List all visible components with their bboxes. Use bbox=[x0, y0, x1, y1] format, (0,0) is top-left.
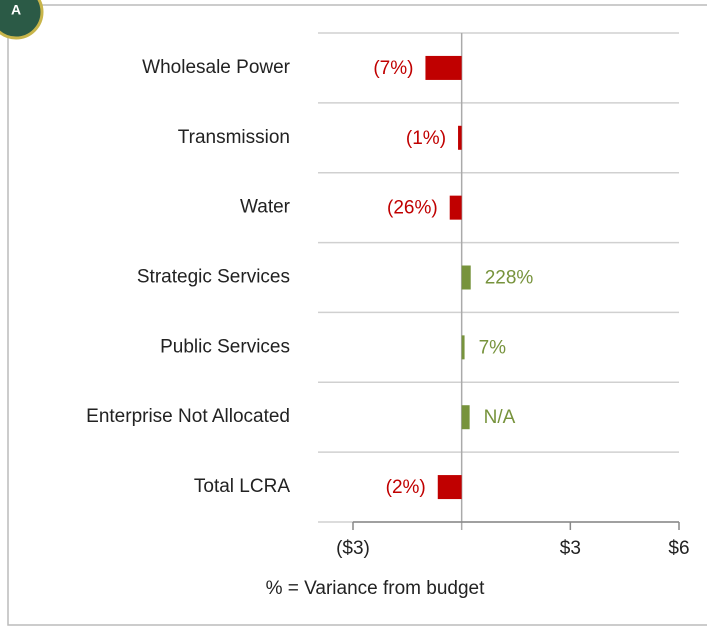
category-label: Enterprise Not Allocated bbox=[86, 406, 290, 427]
variance-label: (7%) bbox=[373, 58, 413, 79]
category-label: Wholesale Power bbox=[142, 57, 291, 78]
category-label: Public Services bbox=[160, 336, 290, 357]
bar bbox=[461, 265, 471, 290]
category-label: Total LCRA bbox=[194, 476, 290, 497]
x-tick-label: $6 bbox=[668, 538, 689, 559]
variance-label: (1%) bbox=[406, 128, 446, 149]
variance-label: (26%) bbox=[387, 198, 438, 219]
badge-circle bbox=[0, 0, 44, 40]
badge-label: A bbox=[11, 2, 21, 18]
bar bbox=[461, 405, 470, 430]
category-label: Strategic Services bbox=[137, 267, 290, 288]
variance-label: 7% bbox=[479, 337, 507, 358]
bar bbox=[449, 195, 462, 220]
category-label: Transmission bbox=[178, 127, 290, 148]
variance-label: N/A bbox=[484, 407, 516, 428]
x-tick-label: ($3) bbox=[336, 538, 370, 559]
bar bbox=[437, 475, 462, 500]
bar bbox=[461, 335, 465, 360]
x-axis-title: % = Variance from budget bbox=[266, 578, 486, 599]
frame bbox=[7, 4, 707, 626]
variance-label: 228% bbox=[485, 268, 534, 289]
variance-label: (2%) bbox=[386, 477, 426, 498]
bar bbox=[458, 125, 462, 150]
bar bbox=[425, 55, 462, 80]
category-label: Water bbox=[240, 197, 291, 218]
x-tick-label: $3 bbox=[560, 538, 581, 559]
